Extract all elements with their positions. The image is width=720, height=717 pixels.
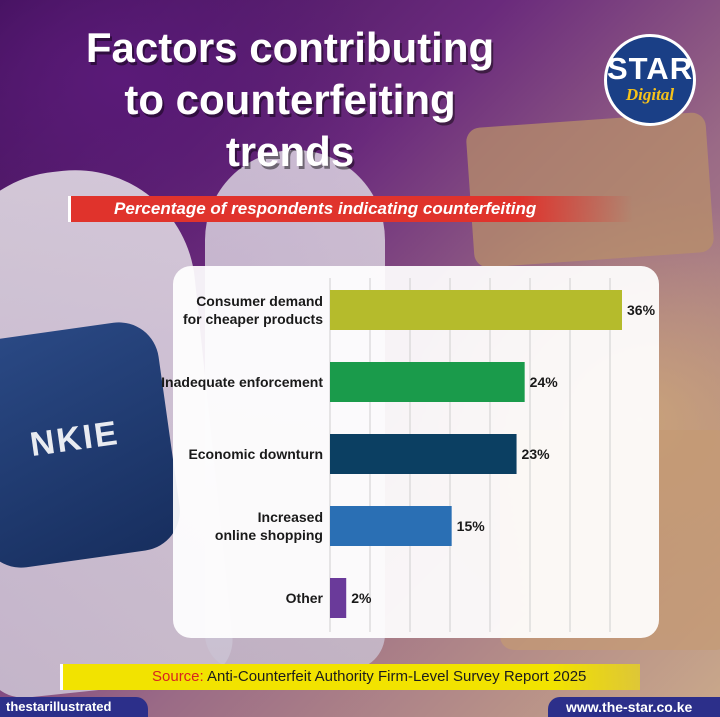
category-label: online shopping [215, 527, 323, 543]
title-line: Factors contributing [85, 24, 495, 71]
category-label: Inadequate enforcement [161, 374, 323, 390]
page-title: Factors contributing to counterfeiting t… [40, 22, 540, 178]
bar [330, 434, 517, 474]
data-label: 23% [522, 446, 551, 462]
bar [330, 506, 452, 546]
star-digital-logo: STAR Digital [604, 34, 696, 126]
category-label: for cheaper products [183, 311, 323, 327]
title-line: trends [225, 128, 355, 175]
logo-star-text: STAR [607, 51, 694, 86]
logo-digital-text: Digital [625, 85, 675, 104]
data-label: 24% [530, 374, 559, 390]
footer-website: www.the-star.co.ke [548, 697, 720, 717]
bar [330, 578, 347, 618]
source-text: Anti-Counterfeit Authority Firm-Level Su… [203, 668, 587, 685]
source-note: Source: Anti-Counterfeit Authority Firm-… [152, 668, 586, 686]
title-line: to counterfeiting [124, 76, 456, 123]
source-label: Source: [152, 668, 204, 685]
source-bar: Source: Anti-Counterfeit Authority Firm-… [60, 664, 640, 690]
category-label: Increased [258, 509, 323, 525]
data-label: 15% [457, 518, 486, 534]
chart-subtitle-bar: Percentage of respondents indicating cou… [68, 196, 633, 222]
data-label: 36% [627, 302, 656, 318]
category-label: Consumer demand [196, 293, 323, 309]
bar [330, 290, 622, 330]
data-label: 2% [351, 590, 372, 606]
footer-handle: thestarillustrated [0, 697, 148, 717]
category-label: Economic downturn [188, 446, 323, 462]
bar [330, 362, 525, 402]
category-label: Other [286, 590, 324, 606]
chart-subtitle: Percentage of respondents indicating cou… [114, 199, 537, 218]
